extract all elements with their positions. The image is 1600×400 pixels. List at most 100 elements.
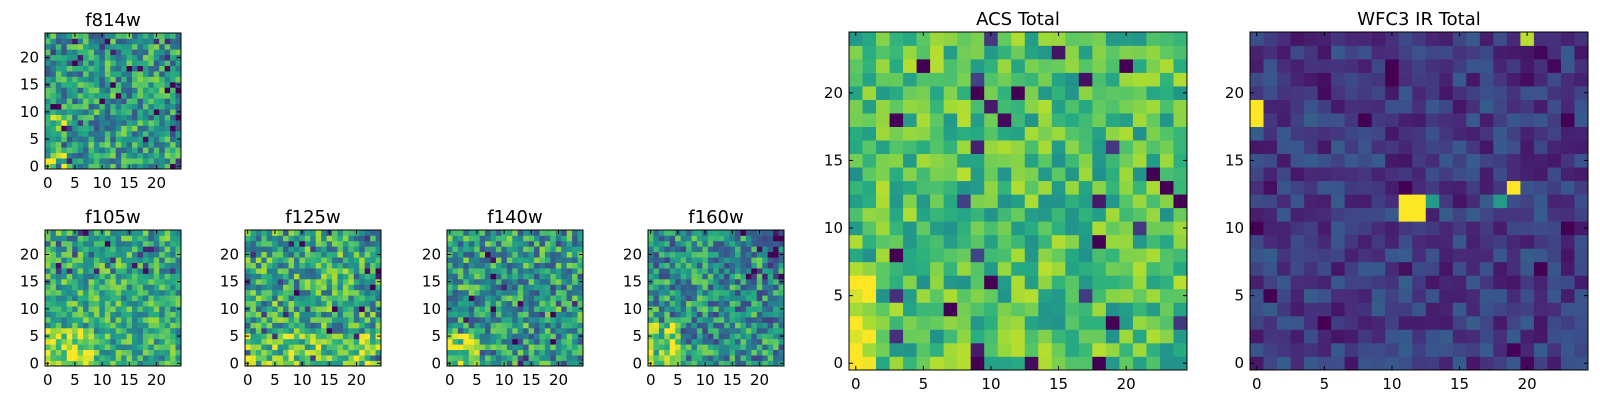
heatmap-cell <box>447 289 453 296</box>
heatmap-cell <box>1520 329 1535 344</box>
heatmap-cell <box>1119 234 1134 249</box>
heatmap-cell <box>272 333 278 340</box>
heatmap-cell <box>104 284 111 291</box>
heatmap-cell <box>115 273 122 280</box>
heatmap-cell <box>1344 356 1359 371</box>
heatmap-cell <box>50 349 57 356</box>
heatmap-cell <box>137 43 144 50</box>
heatmap-cell <box>1466 153 1481 168</box>
heatmap-cell <box>523 349 529 356</box>
heatmap-cell <box>648 300 654 307</box>
heatmap-cell <box>1493 86 1508 100</box>
heatmap-cell <box>255 338 262 345</box>
heatmap-cell <box>1385 302 1400 317</box>
heatmap-cell <box>686 289 692 296</box>
heatmap-cell <box>1105 99 1120 114</box>
heatmap-cell <box>45 322 51 329</box>
heatmap-cell <box>686 311 692 318</box>
heatmap-cell <box>756 251 763 258</box>
heatmap-cell <box>266 240 273 247</box>
heatmap-cell <box>653 338 660 345</box>
heatmap-cell <box>544 230 551 236</box>
heatmap-cell <box>77 158 84 164</box>
heatmap-cell <box>164 327 171 334</box>
heatmap-cell <box>93 360 100 367</box>
heatmap-cell <box>175 98 182 105</box>
heatmap-cell <box>250 278 257 285</box>
heatmap-cell <box>1078 99 1093 114</box>
heatmap-cell <box>1304 261 1318 276</box>
heatmap-cell <box>170 295 176 302</box>
heatmap-cell <box>99 158 106 164</box>
heatmap-cell <box>137 273 144 280</box>
heatmap-cell <box>83 327 89 334</box>
heatmap-cell <box>77 60 84 66</box>
heatmap-cell <box>778 311 785 318</box>
heatmap-cell <box>50 235 57 242</box>
heatmap-cell <box>375 311 382 318</box>
heatmap-cell <box>121 230 127 236</box>
heatmap-cell <box>675 278 681 285</box>
heatmap-cell <box>61 76 68 83</box>
heatmap-cell <box>1024 140 1039 155</box>
heatmap-cell <box>315 278 322 285</box>
heatmap-cell <box>664 289 671 296</box>
heatmap-cell <box>315 360 322 367</box>
heatmap-cell <box>272 322 278 329</box>
heatmap-cell <box>577 246 584 253</box>
heatmap-cell <box>745 278 752 285</box>
heatmap-cell <box>680 322 687 329</box>
heatmap-cell <box>321 251 327 258</box>
heatmap-cell <box>1092 86 1107 100</box>
heatmap-cell <box>83 158 89 164</box>
heatmap-cell <box>930 261 944 276</box>
heatmap-cell <box>45 71 51 77</box>
heatmap-cell <box>50 257 57 263</box>
heatmap-cell <box>153 300 160 307</box>
heatmap-cell <box>115 103 122 110</box>
heatmap-cell <box>1439 207 1454 222</box>
heatmap-cell <box>121 284 127 291</box>
heatmap-cell <box>250 257 257 263</box>
heatmap-cell <box>1493 234 1508 249</box>
heatmap-cell <box>110 289 117 296</box>
heatmap-cell <box>45 76 51 83</box>
heatmap-cell <box>148 240 155 247</box>
heatmap-cell <box>55 338 62 345</box>
heatmap-cell <box>159 49 166 56</box>
heatmap-cell <box>359 333 366 340</box>
heatmap-cell <box>751 349 758 356</box>
y-tick-label: 5 <box>229 327 239 345</box>
heatmap-cell <box>1304 248 1318 263</box>
heatmap-cell <box>970 126 985 141</box>
heatmap-cell <box>88 338 95 345</box>
x-tick-label: 20 <box>1117 375 1136 393</box>
heatmap-cell <box>997 315 1012 330</box>
heatmap-cell <box>997 167 1012 182</box>
heatmap-cell <box>175 92 182 99</box>
heatmap-cell <box>745 246 752 253</box>
heatmap-cell <box>495 333 502 340</box>
heatmap-cell <box>729 311 736 318</box>
heatmap-cell <box>474 289 480 296</box>
heatmap-cell <box>916 45 931 60</box>
heatmap-cell <box>88 327 95 334</box>
heatmap-cell <box>1038 126 1053 141</box>
heatmap-cell <box>50 71 57 77</box>
heatmap-cell <box>463 333 470 340</box>
heatmap-cell <box>93 338 100 345</box>
heatmap-cell <box>756 273 763 280</box>
heatmap-cell <box>534 278 540 285</box>
heatmap-cell <box>261 327 268 334</box>
heatmap-cell <box>762 235 769 242</box>
heatmap-cell <box>170 360 176 367</box>
heatmap-cell <box>61 109 68 115</box>
heatmap-cell <box>153 158 160 164</box>
heatmap-cell <box>175 130 182 137</box>
heatmap-cell <box>1560 342 1575 357</box>
heatmap-cell <box>66 49 73 56</box>
heatmap-cell <box>1290 86 1305 100</box>
heatmap-cell <box>1078 180 1093 195</box>
heatmap-cell <box>61 141 68 148</box>
